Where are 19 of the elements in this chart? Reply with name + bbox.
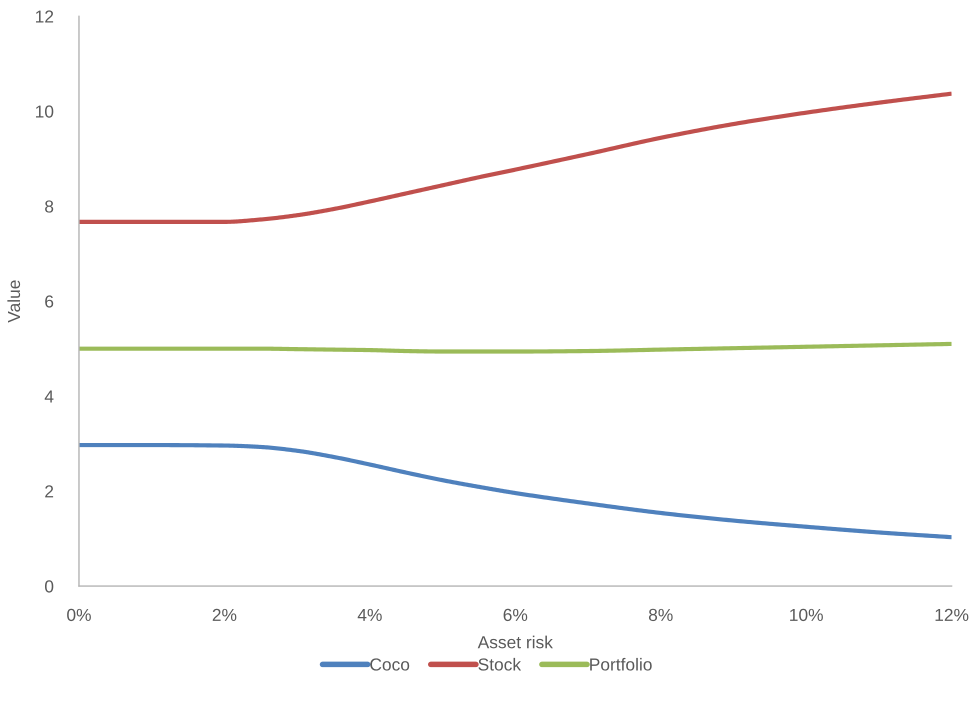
x-tick-label: 10% bbox=[790, 608, 823, 622]
x-tick-label: 6% bbox=[504, 608, 528, 622]
x-tick-label: 0% bbox=[67, 608, 91, 622]
y-tick-label: 0 bbox=[45, 580, 54, 593]
y-tick-label: 2 bbox=[45, 485, 54, 498]
x-tick-label: 2% bbox=[212, 608, 236, 622]
y-axis-title: Value bbox=[7, 280, 20, 323]
x-tick-label: 8% bbox=[648, 608, 673, 622]
x-axis-title: Asset risk bbox=[478, 636, 553, 648]
x-tick-label: 12% bbox=[936, 608, 968, 622]
y-tick-label: 6 bbox=[45, 295, 54, 308]
y-tick-label: 4 bbox=[44, 390, 54, 402]
y-tick-label: 12 bbox=[36, 10, 54, 23]
y-tick-label: 8 bbox=[45, 200, 54, 213]
x-tick-label: 4% bbox=[358, 608, 382, 622]
y-tick-label: 10 bbox=[36, 105, 54, 118]
legend-label: Stock bbox=[478, 658, 522, 671]
legend-label: Portfolio bbox=[590, 658, 652, 671]
legend-label: Coco bbox=[370, 658, 410, 671]
